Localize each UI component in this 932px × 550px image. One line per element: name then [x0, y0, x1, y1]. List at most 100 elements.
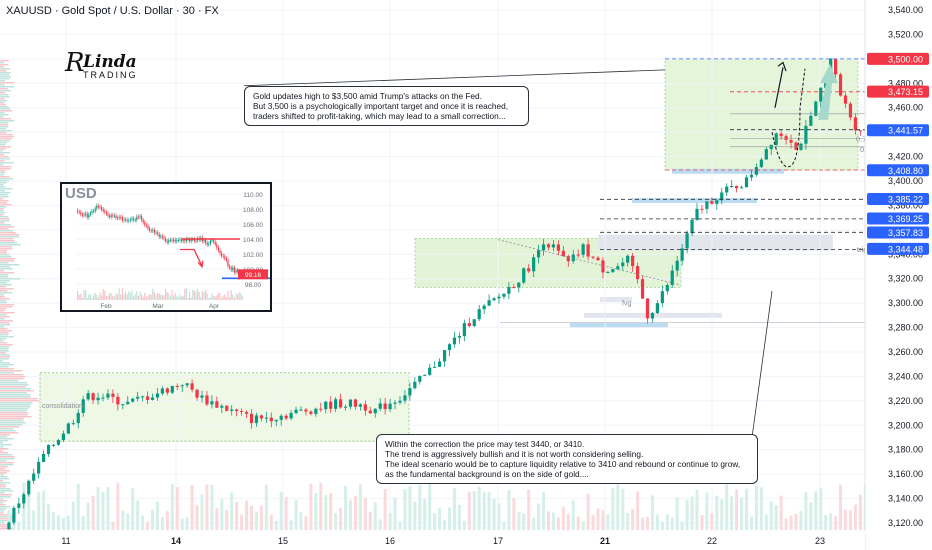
volume-bar — [319, 482, 323, 530]
inset-volume-bar — [230, 290, 232, 300]
inset-candle-body — [169, 239, 171, 241]
candle-body — [71, 423, 75, 425]
candle-body — [334, 399, 338, 409]
inset-candle-body — [203, 239, 205, 242]
inset-candle-body — [128, 220, 130, 222]
candle-body — [447, 344, 452, 351]
candle-body — [259, 415, 263, 419]
candle-body — [393, 402, 397, 404]
candle-body — [720, 192, 724, 201]
volume-profile-bar — [0, 374, 24, 376]
candle-body — [502, 293, 506, 297]
callout-bottom-line: The trend is aggressively bullish and it… — [385, 449, 644, 459]
candle-body — [517, 282, 521, 288]
volume-profile-bar — [0, 514, 12, 516]
volume-bar — [749, 516, 753, 530]
candle-body — [853, 117, 857, 131]
inset-volume-bar — [134, 293, 136, 300]
volume-bar — [230, 492, 234, 530]
volume-bar — [492, 498, 496, 530]
volume-profile-bar — [0, 462, 14, 464]
candle-body — [561, 250, 565, 257]
inset-volume-bar — [144, 292, 146, 300]
logo-word-linda: Linda — [83, 52, 137, 72]
time-tick: 14 — [171, 536, 181, 546]
volume-profile-bar — [0, 260, 15, 262]
volume-profile-bar — [0, 184, 4, 186]
inset-candle-body — [182, 240, 184, 242]
price-badge — [867, 193, 929, 206]
inset-volume-bar — [165, 289, 167, 300]
candle-body — [685, 233, 689, 249]
candle-body — [329, 401, 333, 409]
candle-body — [601, 260, 605, 273]
candle-body — [42, 453, 46, 462]
inset-candle-body — [208, 243, 210, 245]
volume-profile-bar — [0, 448, 9, 450]
volume-bar — [452, 488, 456, 530]
volume-profile-bar — [0, 284, 12, 286]
logo-mark: R — [65, 48, 85, 78]
candle-body — [764, 149, 768, 160]
inset-candle-body — [161, 236, 163, 238]
candle-body — [343, 406, 348, 408]
volume-bar — [596, 508, 600, 530]
candle-body — [81, 399, 85, 413]
inset-volume-bar — [117, 294, 119, 300]
candle-body — [744, 177, 749, 188]
volume-profile-bar — [0, 430, 16, 432]
price-tick: 3,260.00 — [888, 347, 923, 357]
inset-candle-body — [176, 240, 178, 242]
volume-bar — [324, 495, 328, 530]
volume-profile-bar — [0, 78, 10, 80]
inset-candle-body — [139, 216, 141, 218]
volume-profile-bar — [0, 486, 6, 488]
candle-body — [472, 319, 476, 327]
volume-profile-bar — [0, 160, 5, 162]
volume-bar — [571, 500, 575, 530]
volume-profile-bar — [0, 126, 9, 128]
candle-body — [264, 417, 268, 419]
volume-profile-bar — [0, 300, 7, 302]
volume-bar — [769, 501, 773, 530]
volume-bar — [294, 500, 298, 530]
target-arrow — [818, 63, 838, 120]
volume-profile-bar — [0, 376, 26, 378]
volume-profile-bar — [0, 416, 32, 418]
price-tick: 3,320.00 — [888, 274, 923, 284]
volume-bar — [284, 497, 288, 530]
price-tick: 3,520.00 — [888, 29, 923, 39]
volume-profile-bar — [0, 372, 15, 374]
volume-profile-bar — [0, 428, 14, 430]
inset-volume-bar — [80, 293, 82, 300]
volume-profile-bar — [0, 446, 4, 448]
inset-volume-bar — [78, 294, 80, 300]
volume-profile-bar — [0, 92, 6, 94]
volume-profile-bar — [0, 240, 15, 242]
candle-body — [497, 296, 501, 299]
inset-volume-bar — [142, 296, 144, 300]
candle-body — [759, 159, 763, 168]
volume-bar — [824, 515, 828, 530]
candle-body — [551, 244, 556, 248]
callout-bottom-line: Within the correction the price may test… — [385, 439, 585, 449]
candle-body — [636, 266, 640, 280]
volume-bar — [457, 504, 461, 530]
volume-profile-bar — [0, 396, 31, 398]
candle-body — [848, 103, 853, 118]
inset-candle-body — [173, 239, 175, 241]
inset-volume-bar — [152, 288, 154, 300]
inset-volume-bar — [214, 296, 216, 300]
volume-bar — [512, 498, 516, 530]
volume-bar — [710, 513, 714, 530]
candle-body — [541, 244, 546, 251]
volume-bar — [759, 487, 763, 530]
inset-volume-bar — [155, 294, 157, 300]
volume-profile-bar — [0, 418, 24, 420]
candle-body — [452, 337, 457, 345]
volume-profile-bar — [0, 380, 19, 382]
inset-volume-bar — [171, 290, 173, 300]
price-tick: 3,380.00 — [888, 200, 923, 210]
volume-profile-bar — [0, 84, 5, 86]
